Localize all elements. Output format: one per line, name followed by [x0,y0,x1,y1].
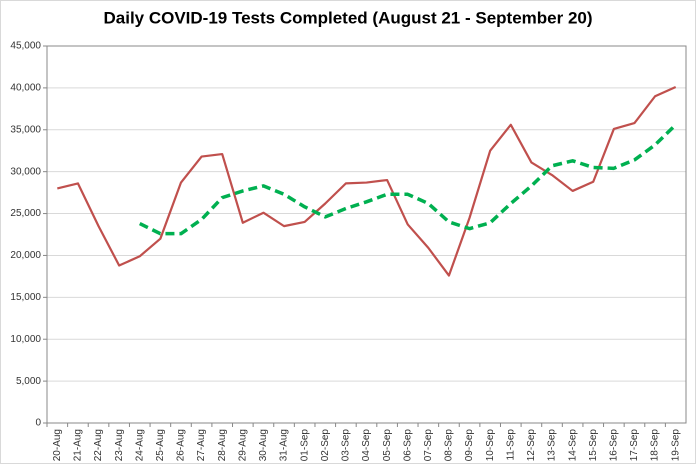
x-tick-label: 15-Sep [588,429,599,462]
x-tick-label: 25-Aug [155,429,166,461]
x-tick-label: 21-Aug [73,429,84,461]
x-tick-label: 03-Sep [341,429,352,462]
x-tick-label: 31-Aug [279,429,290,461]
x-tick-label: 08-Sep [444,429,455,462]
y-tick-label: 5,000 [16,376,41,387]
x-tick-label: 02-Sep [320,429,331,462]
y-tick-label: 20,000 [10,250,41,261]
x-tick-label: 16-Sep [608,429,619,462]
x-tick-label: 18-Sep [650,429,661,462]
x-tick-label: 06-Sep [402,429,413,462]
x-tick-label: 10-Sep [485,429,496,462]
y-tick-label: 10,000 [10,334,41,345]
y-tick-label: 30,000 [10,166,41,177]
x-tick-label: 11-Sep [505,429,516,461]
x-tick-label: 24-Aug [134,429,145,461]
plot-border [46,45,687,424]
y-tick-label: 15,000 [10,292,41,303]
x-tick-label: 09-Sep [464,429,475,462]
x-tick-label: 26-Aug [176,429,187,461]
x-tick-label: 07-Sep [423,429,434,462]
y-tick-label: 0 [35,418,41,429]
x-tick-label: 19-Sep [670,429,681,462]
x-tick-label: 04-Sep [361,429,372,462]
x-tick-label: 27-Aug [196,429,207,461]
x-tick-label: 17-Sep [629,429,640,462]
x-tick-label: 13-Sep [547,429,558,462]
x-tick-label: 22-Aug [93,429,104,461]
y-tick-label: 45,000 [10,41,41,52]
series-line [138,123,677,236]
x-tick-label: 28-Aug [217,429,228,461]
y-tick-label: 25,000 [10,208,41,219]
x-tick-label: 05-Sep [382,429,393,462]
x-tick-label: 20-Aug [52,429,63,461]
series-line [57,86,677,277]
x-tick-label: 30-Aug [258,429,269,461]
x-tick-label: 12-Sep [526,429,537,462]
chart-title: Daily COVID-19 Tests Completed (August 2… [103,8,592,27]
x-tick-label: 23-Aug [114,429,125,461]
x-tick-label: 14-Sep [567,429,578,462]
y-tick-label: 35,000 [10,124,41,135]
x-tick-label: 29-Aug [237,429,248,461]
y-tick-label: 40,000 [10,83,41,94]
x-tick-label: 01-Sep [299,429,310,462]
